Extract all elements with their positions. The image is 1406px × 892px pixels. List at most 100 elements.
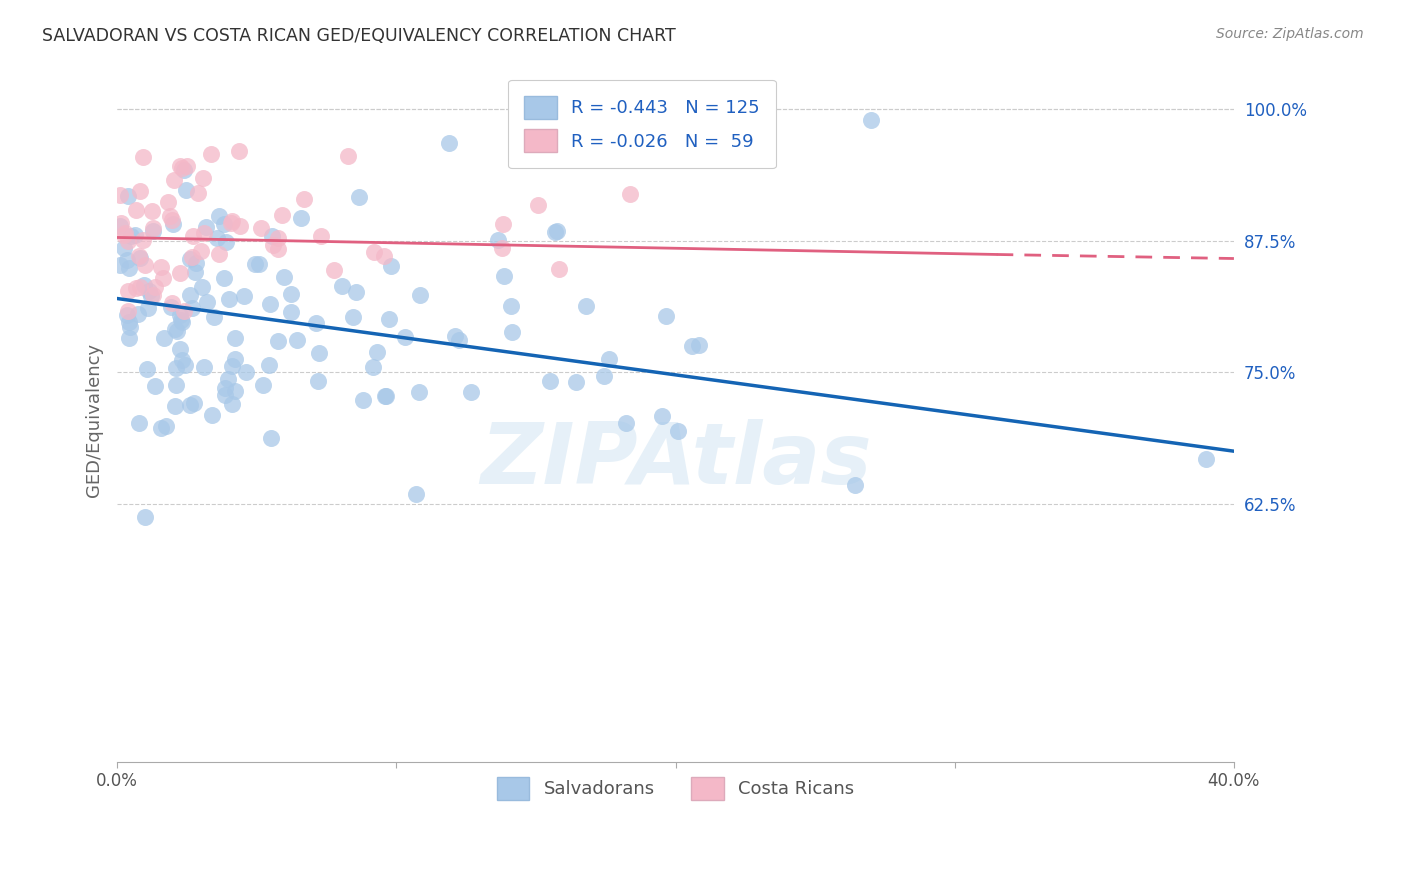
Point (142, 224, 165, 238)
Point (330, 279, 353, 293)
Point (190, 244, 212, 258)
Point (108, 258, 131, 272)
Point (224, 331, 246, 345)
Point (224, 384, 246, 399)
Point (492, 269, 515, 284)
Point (129, 184, 152, 198)
Point (308, 346, 330, 360)
Point (205, 231, 228, 245)
Point (173, 163, 195, 178)
Point (195, 294, 218, 309)
Point (212, 271, 235, 285)
Point (191, 171, 214, 186)
Point (266, 242, 288, 256)
Point (134, 278, 156, 293)
Point (127, 307, 149, 321)
Point (380, 259, 402, 273)
Point (150, 421, 173, 435)
Point (322, 263, 344, 277)
Point (169, 342, 191, 356)
Point (219, 216, 242, 230)
Point (232, 288, 254, 302)
Point (163, 173, 186, 187)
Point (228, 144, 250, 158)
Point (152, 270, 174, 285)
Point (200, 147, 222, 161)
Point (108, 219, 131, 233)
Point (271, 208, 294, 222)
Point (214, 217, 236, 231)
Point (405, 487, 427, 501)
Point (186, 186, 208, 201)
Y-axis label: GED/Equivalency: GED/Equivalency (86, 343, 103, 497)
Point (181, 229, 204, 244)
Point (118, 331, 141, 345)
Point (141, 204, 163, 219)
Point (546, 224, 568, 238)
Point (183, 396, 205, 410)
Point (214, 381, 236, 395)
Point (260, 431, 283, 445)
Point (117, 189, 139, 203)
Point (342, 310, 364, 325)
Point (162, 217, 184, 231)
Point (120, 228, 142, 243)
Point (201, 408, 224, 422)
Point (165, 378, 187, 392)
Point (262, 237, 284, 252)
Point (170, 315, 193, 329)
Point (181, 301, 204, 315)
Point (160, 300, 183, 314)
Point (366, 345, 388, 359)
Point (173, 303, 195, 318)
Point (115, 309, 138, 323)
Point (280, 305, 302, 319)
Point (165, 360, 187, 375)
Point (124, 281, 146, 295)
Point (218, 293, 240, 307)
Point (501, 326, 523, 340)
Point (194, 220, 217, 235)
Point (666, 425, 689, 439)
Point (548, 261, 571, 276)
Point (361, 360, 384, 375)
Point (491, 241, 513, 255)
Point (681, 339, 703, 353)
Point (183, 265, 205, 279)
Point (128, 280, 150, 294)
Point (110, 216, 132, 230)
Point (165, 399, 187, 413)
Point (444, 329, 467, 343)
Point (538, 374, 561, 388)
Point (135, 362, 157, 376)
Point (655, 309, 678, 323)
Point (527, 198, 550, 212)
Point (142, 287, 165, 301)
Point (259, 358, 281, 372)
Point (112, 227, 135, 242)
Point (260, 229, 283, 244)
Point (651, 409, 673, 423)
Point (252, 377, 274, 392)
Point (267, 334, 290, 348)
Point (166, 324, 188, 338)
Point (181, 250, 204, 264)
Point (859, 112, 882, 127)
Point (544, 225, 567, 239)
Point (141, 289, 163, 303)
Point (136, 301, 159, 315)
Point (292, 192, 315, 206)
Point (179, 288, 201, 302)
Point (215, 235, 238, 250)
Point (132, 150, 155, 164)
Point (108, 187, 131, 202)
Point (193, 226, 215, 240)
Point (174, 183, 197, 197)
Point (616, 416, 638, 430)
Point (247, 257, 270, 271)
Point (344, 285, 367, 299)
Point (179, 252, 201, 267)
Point (217, 371, 239, 385)
Point (118, 260, 141, 275)
Point (191, 280, 214, 294)
